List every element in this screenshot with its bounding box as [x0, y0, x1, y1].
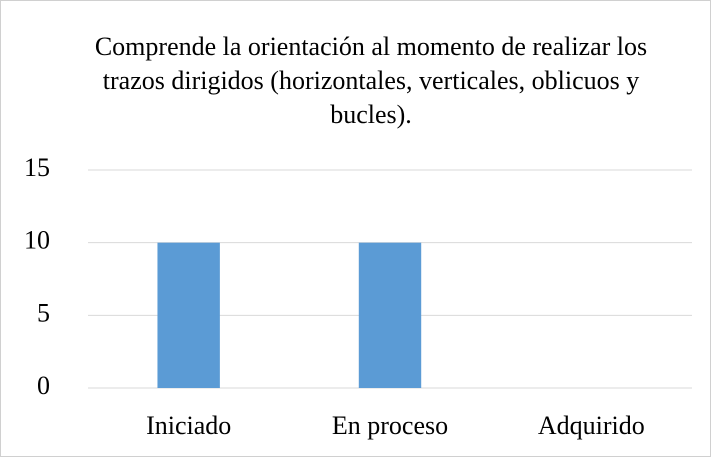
bar — [358, 242, 422, 388]
y-tick-label: 0 — [37, 371, 50, 400]
y-tick-label: 15 — [24, 153, 50, 182]
x-tick-label: Adquirido — [538, 411, 645, 440]
x-tick-label: En proceso — [332, 411, 448, 440]
bar — [157, 242, 220, 388]
chart-title: Comprende la orientación al momento de r… — [94, 32, 648, 129]
y-tick-label: 10 — [24, 226, 50, 255]
y-tick-label: 5 — [37, 298, 50, 327]
x-tick-label: Iniciado — [146, 411, 231, 440]
